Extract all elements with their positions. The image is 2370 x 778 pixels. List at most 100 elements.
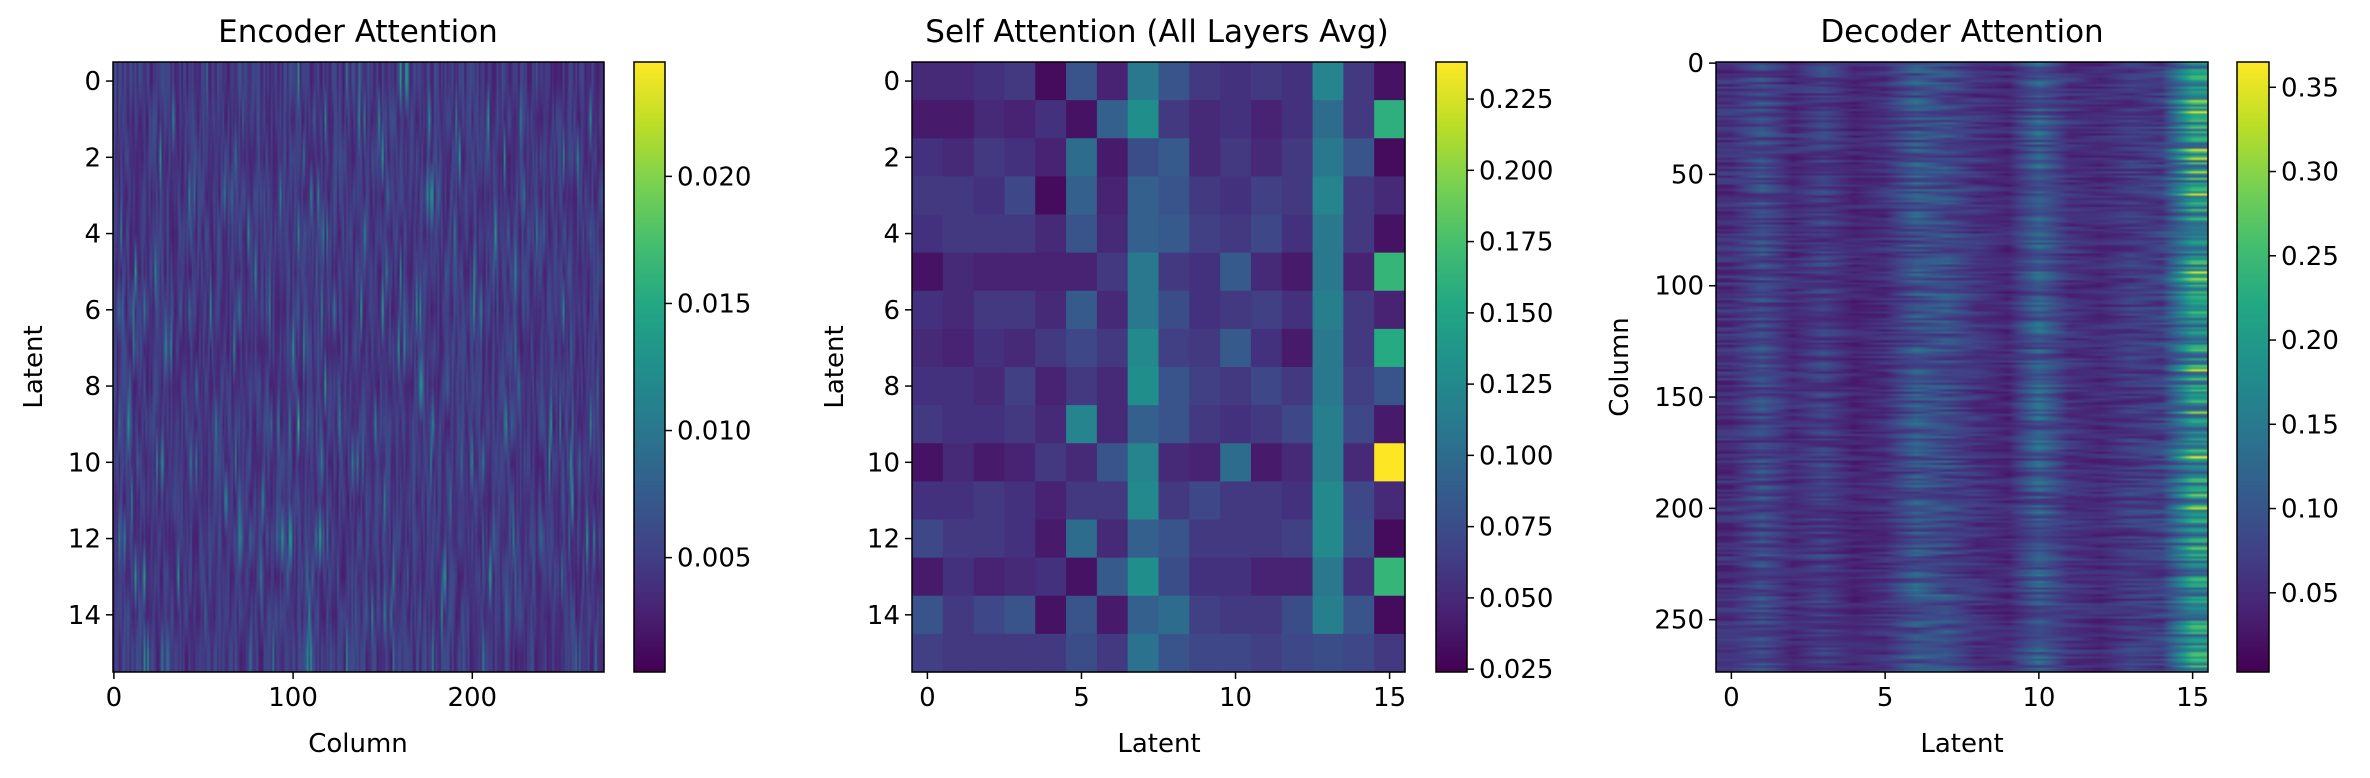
y-tick-label: 10: [867, 448, 900, 478]
heatmap-cell: [1189, 176, 1221, 216]
heatmap-cell: [1189, 481, 1221, 521]
heatmap-cell: [1250, 557, 1283, 597]
heatmap-cell: [1343, 214, 1375, 254]
heatmap-cell: [1220, 100, 1252, 139]
heatmap-cell: [1220, 405, 1252, 444]
heatmap-cell: [1127, 100, 1160, 139]
heatmap-cell: [1035, 328, 1067, 368]
heatmap-cell: [1220, 62, 1252, 101]
heatmap-cell: [912, 100, 944, 139]
heatmap-cell: [1096, 557, 1129, 597]
heatmap-cell: [973, 176, 1006, 216]
heatmap-cell: [1035, 176, 1067, 216]
heatmap-cell: [1004, 138, 1036, 177]
heatmap-cell: [1374, 405, 1406, 444]
heatmap-cell: [1035, 405, 1067, 444]
heatmap-cell: [1158, 138, 1190, 177]
heatmap-cell: [1281, 62, 1314, 101]
heatmap-cell: [1189, 328, 1221, 368]
heatmap-cell: [1096, 443, 1129, 482]
heatmap-cell: [1066, 595, 1098, 635]
y-tick-label: 8: [84, 372, 101, 402]
self-attention-panel: Self Attention (All Layers Avg) 0 5 10 15 0 2…: [820, 14, 1553, 759]
heatmap-cell: [1343, 481, 1375, 521]
heatmap-cell: [1281, 214, 1314, 254]
heatmap-cell: [1250, 405, 1283, 444]
heatmap-cell: [1220, 633, 1252, 673]
heatmap-cell: [1158, 367, 1190, 406]
heatmap-cell: [1127, 328, 1160, 368]
heatmap-cell: [1343, 138, 1375, 177]
heatmap-cell: [1158, 557, 1190, 597]
heatmap-cell: [942, 328, 975, 368]
heatmap-cell: [1035, 290, 1067, 330]
decoder-title: Decoder Attention: [1820, 14, 2103, 50]
colorbar-tick-label: 0.010: [677, 417, 751, 447]
heatmap-cell: [942, 214, 975, 254]
heatmap-cell: [1250, 481, 1283, 521]
heatmap-cell: [1281, 290, 1314, 330]
heatmap-cell: [1066, 519, 1098, 559]
heatmap-cell: [942, 290, 975, 330]
heatmap-cell: [1220, 443, 1252, 482]
heatmap-cell: [1281, 367, 1314, 406]
y-tick-label: 14: [68, 601, 101, 631]
heatmap-cell: [1066, 443, 1098, 482]
heatmap-cell: [912, 557, 944, 597]
x-tick-label: 10: [1219, 683, 1252, 713]
heatmap-cell: [1004, 214, 1036, 254]
heatmap-cell: [1096, 62, 1129, 101]
heatmap-cell: [1343, 595, 1375, 635]
colorbar-tick-label: 0.150: [1479, 299, 1553, 329]
heatmap-cell: [912, 62, 944, 101]
decoder-colorbar-ticks: 0.05 0.10 0.15 0.20 0.25 0.30 0.35: [2269, 73, 2339, 609]
x-tick-label: 15: [2176, 683, 2209, 713]
heatmap-cell: [942, 557, 975, 597]
self-attention-plot-frame: [911, 61, 1406, 673]
colorbar-tick-label: 0.175: [1479, 228, 1553, 258]
heatmap-cell: [1035, 557, 1067, 597]
heatmap-cell: [1220, 252, 1252, 292]
heatmap-cell: [1035, 595, 1067, 635]
heatmap-cell: [942, 481, 975, 521]
heatmap-cell: [973, 100, 1006, 139]
heatmap-cell: [1189, 214, 1221, 254]
heatmap-cell: [1066, 100, 1098, 139]
heatmap-cell: [1096, 176, 1129, 216]
heatmap-cell: [1281, 633, 1314, 673]
heatmap-cell: [1096, 138, 1129, 177]
encoder-ticks: 0 100 200 0 2 4 6 8 10 12 14: [68, 67, 497, 713]
heatmap-cell: [1189, 138, 1221, 177]
heatmap-cell: [1312, 138, 1344, 177]
heatmap-cell: [1374, 595, 1406, 635]
heatmap-cell: [912, 290, 944, 330]
colorbar-tick-label: 0.30: [2281, 158, 2339, 188]
heatmap-cell: [1127, 633, 1160, 673]
heatmap-cell: [1343, 557, 1375, 597]
heatmap-cell: [912, 214, 944, 254]
heatmap-cell: [1250, 252, 1283, 292]
heatmap-cell: [1189, 290, 1221, 330]
heatmap-cell: [1220, 557, 1252, 597]
heatmap-cell: [1066, 214, 1098, 254]
x-tick-label: 0: [106, 683, 123, 713]
y-tick-label: 2: [84, 143, 101, 173]
heatmap-cell: [1158, 633, 1190, 673]
y-tick-label: 12: [867, 525, 900, 555]
heatmap-cell: [1066, 481, 1098, 521]
heatmap-cell: [1250, 328, 1283, 368]
encoder-heatmap: [113, 62, 604, 672]
heatmap-cell: [1096, 290, 1129, 330]
heatmap-cell: [1004, 328, 1036, 368]
colorbar-tick-label: 0.015: [677, 289, 751, 319]
heatmap-cell: [1374, 519, 1406, 559]
encoder-plot-frame: [112, 61, 605, 673]
heatmap-cell: [1281, 138, 1314, 177]
heatmap-cell: [1374, 252, 1406, 292]
heatmap-cell: [1312, 481, 1344, 521]
heatmap-cell: [1312, 557, 1344, 597]
heatmap-cell: [1374, 138, 1406, 177]
heatmap-cell: [1312, 290, 1344, 330]
heatmap-cell: [973, 519, 1006, 559]
